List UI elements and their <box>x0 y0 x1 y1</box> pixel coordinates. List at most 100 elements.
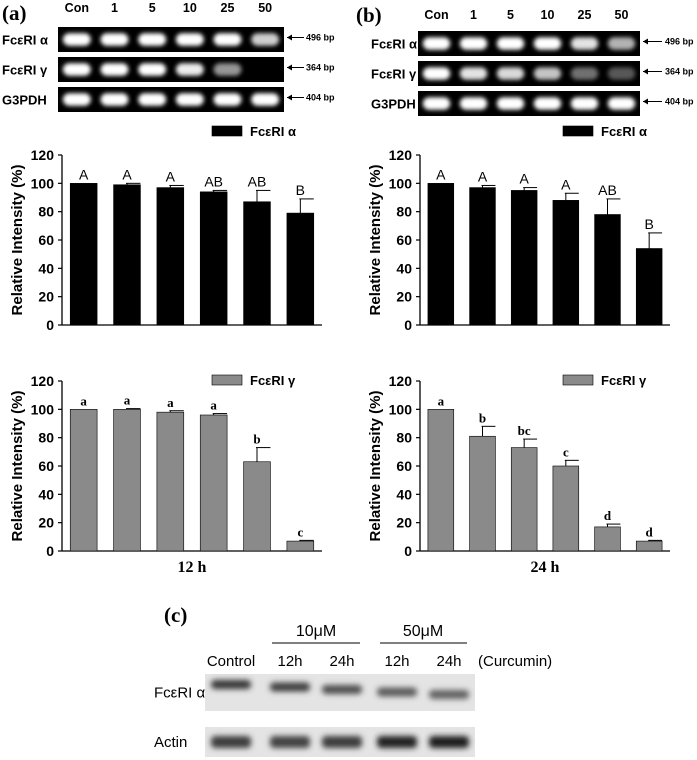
bar-chart-a-gamma: 0 20 40 60 80 100 120 Relative Intensity (%) a a a… <box>9 373 322 576</box>
y-tick-label: 20 <box>38 289 54 305</box>
bar <box>199 414 228 552</box>
significance-letter: a <box>210 398 217 413</box>
y-tick-label: 60 <box>396 458 412 474</box>
gel-band <box>62 93 91 106</box>
lane-label: 10 <box>541 8 555 22</box>
gel-band <box>251 93 280 106</box>
y-tick-label: 60 <box>38 232 54 248</box>
lane-label: Con <box>65 1 89 15</box>
gel-band <box>533 37 562 50</box>
blot-column-label: 24h <box>436 653 461 670</box>
bar <box>113 409 141 552</box>
y-axis-label: Relative Intensity (%) <box>367 165 384 316</box>
gel-band <box>100 63 129 76</box>
blot-column-label: 12h <box>384 653 409 670</box>
dose-group-label: 50μM <box>403 623 443 640</box>
size-arrow-head <box>643 98 648 105</box>
bar-chart-a-alpha: 0 20 40 60 80 100 120 Relative Intensity (%) A A A… <box>9 124 322 333</box>
lane-label: 1 <box>470 8 477 22</box>
bar <box>243 201 271 326</box>
significance-letter: a <box>124 393 131 408</box>
bar <box>469 187 496 326</box>
y-axis-label: Relative Intensity (%) <box>9 391 26 542</box>
bar <box>69 409 98 552</box>
gel-panel-a: Con 1 5 10 25 50 FcεRI α 496 bp FcεRI γ 364 bp G3P… <box>2 1 335 112</box>
bar-chart-b-alpha: 0 20 40 60 80 100 120 Relative Intensity (%) A A A… <box>367 124 670 333</box>
panel-b-label: (b) <box>356 3 382 27</box>
gel-band <box>138 63 167 76</box>
blot-band <box>429 690 469 699</box>
significance-letter: A <box>79 166 89 182</box>
blot-band <box>270 736 310 748</box>
blot-band <box>211 680 251 689</box>
panel-c-label: (c) <box>164 603 187 627</box>
significance-letter: a <box>80 393 87 408</box>
gel-band <box>62 33 91 46</box>
legend-swatch <box>562 374 594 386</box>
gel-band <box>459 97 488 110</box>
bar <box>594 214 621 326</box>
gel-band <box>138 33 167 46</box>
significance-letter: c <box>563 444 569 459</box>
bar <box>469 435 496 552</box>
y-tick-label: 120 <box>389 147 413 163</box>
significance-letter: A <box>166 168 176 184</box>
y-tick-label: 100 <box>31 401 55 417</box>
blot-row-label: FcεRI α <box>154 685 206 702</box>
significance-letter: B <box>644 216 653 232</box>
bar <box>510 447 538 552</box>
lane-label: Con <box>424 8 448 22</box>
gel-row-label: FcεRI γ <box>2 63 48 78</box>
gel-row-label: FcεRI γ <box>371 67 417 82</box>
legend-label: FcεRI α <box>601 124 647 139</box>
gel-band <box>251 33 280 46</box>
y-tick-label: 0 <box>46 543 54 559</box>
gel-band <box>496 37 525 50</box>
y-tick-label: 40 <box>396 260 412 276</box>
lane-label: 5 <box>507 8 514 22</box>
x-axis-label: 12 h <box>178 559 207 576</box>
lane-label: 25 <box>221 1 235 15</box>
band-size-label: 404 bp <box>665 97 694 107</box>
panel-a-label: (a) <box>2 1 27 25</box>
gel-band <box>422 67 451 80</box>
blot-band <box>211 736 251 748</box>
y-axis-label: Relative Intensity (%) <box>367 391 384 542</box>
gel-band <box>100 33 129 46</box>
blot-band <box>429 736 469 748</box>
bar <box>594 526 621 552</box>
gel-band <box>459 37 488 50</box>
gel-row-background <box>418 91 640 116</box>
band-size-label: 404 bp <box>306 93 335 103</box>
y-tick-label: 120 <box>31 147 55 163</box>
significance-letter: A <box>436 166 446 182</box>
y-tick-label: 100 <box>389 175 413 191</box>
size-arrow-head <box>643 68 648 75</box>
gel-panel-b: Con 1 5 10 25 50 FcεRI α 496 bp FcεRI γ 364 bp G3P… <box>371 8 694 116</box>
blot-band <box>377 736 417 748</box>
gel-band <box>138 93 167 106</box>
blot-column-label: 12h <box>277 653 302 670</box>
blot-row-label: Actin <box>154 734 187 751</box>
y-tick-label: 80 <box>396 430 412 446</box>
dose-group-label: 10μM <box>296 623 336 640</box>
gel-band <box>533 97 562 110</box>
bar <box>199 191 228 326</box>
size-arrow-head <box>643 38 648 45</box>
gel-row-label: G3PDH <box>371 97 416 112</box>
significance-letter: c <box>297 524 303 539</box>
y-tick-label: 0 <box>46 317 54 333</box>
blot-band <box>322 736 362 748</box>
gel-band <box>496 97 525 110</box>
treatment-label: (Curcumin) <box>478 653 552 670</box>
significance-letter: B <box>296 182 305 198</box>
bar <box>552 465 580 552</box>
bar <box>427 183 455 326</box>
significance-letter: d <box>646 524 654 539</box>
y-axis-label: Relative Intensity (%) <box>9 165 26 316</box>
bar <box>635 248 663 326</box>
significance-letter: AB <box>204 173 223 189</box>
gel-band <box>62 63 91 76</box>
lane-label: 25 <box>578 8 592 22</box>
y-tick-label: 20 <box>38 515 54 531</box>
